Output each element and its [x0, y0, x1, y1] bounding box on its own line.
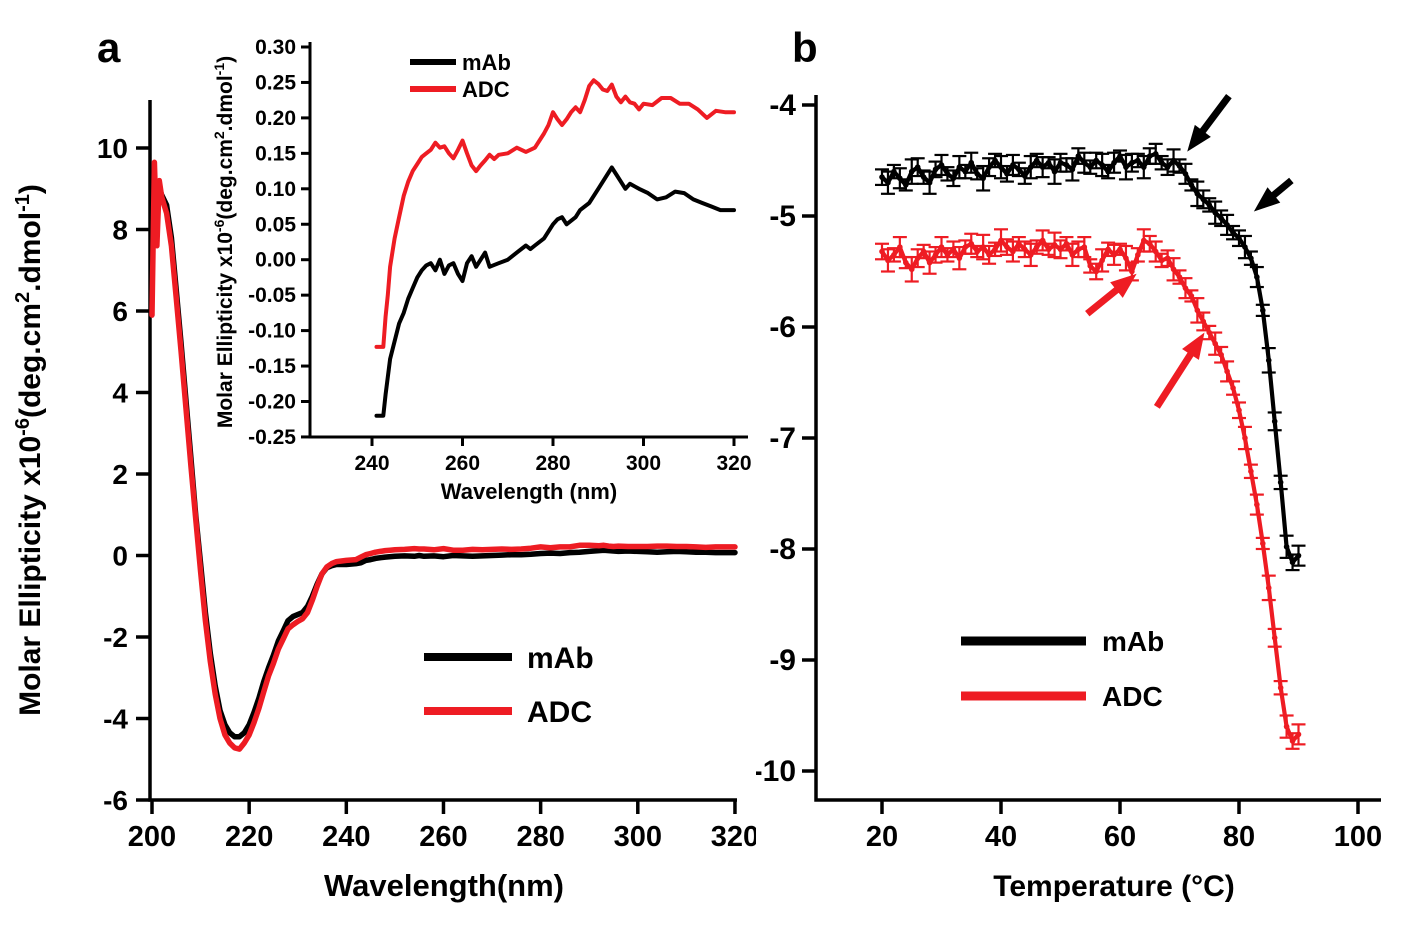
- transition-arrow-adc: [1153, 332, 1205, 409]
- panel-a-curve-adc: [149, 159, 738, 752]
- panel-b-ytick-label: -8: [769, 533, 796, 566]
- inset-xtick-label: 280: [535, 452, 570, 475]
- panel-a-ytick-label: 0: [112, 541, 128, 572]
- panel-b-line-mab: [879, 151, 1301, 565]
- panel-b-axes: -4 -5 -6 -7 -8 -9 -10 20 40 60 80 100: [756, 89, 1382, 853]
- panel-b-xtick-label: 80: [1223, 821, 1255, 853]
- inset-xtick-label: 300: [626, 452, 661, 475]
- legend-label-adc: ADC: [527, 696, 592, 729]
- panel-b-line-adc: [879, 238, 1301, 744]
- transition-arrow-adc: [1085, 273, 1137, 317]
- panel-a-ytick-label: 2: [112, 459, 128, 490]
- panel-a-ytick-label: -4: [103, 704, 128, 735]
- transition-arrow-mab: [1187, 94, 1232, 152]
- panel-a-ytick-label: -2: [103, 622, 128, 653]
- panel-b-series: [875, 142, 1306, 750]
- inset-ytick-label: 0.30: [255, 36, 296, 59]
- inset-ytick-label: -0.25: [248, 426, 296, 449]
- panel-b-xtick-label: 40: [985, 821, 1017, 853]
- panel-a-series: [149, 159, 738, 752]
- panel-a-ytick-label: 6: [112, 296, 128, 327]
- transition-arrow-mab: [1253, 177, 1294, 212]
- panel-b-xaxis-title: Temperature (°C): [993, 870, 1234, 903]
- legend-label-mab: mAb: [527, 642, 594, 675]
- panel-a-xtick-label: 300: [614, 821, 662, 853]
- panel-b-transition-arrows: [1085, 94, 1294, 409]
- panel-b-thermal-melt: -4 -5 -6 -7 -8 -9 -10 20 40 60 80 100 b Temperature…: [756, 24, 1382, 903]
- panel-b-xtick-label: 60: [1104, 821, 1136, 853]
- panel-b-legend-label-mab: mAb: [1102, 626, 1164, 657]
- panel-b-ytick-label: -5: [769, 200, 796, 233]
- panel-b-spines: [814, 95, 1381, 802]
- inset-legend-label-mab: mAb: [462, 50, 511, 75]
- panel-b-legend: mAb ADC: [961, 626, 1164, 712]
- panel-a-ytick-label: -6: [103, 785, 128, 816]
- inset-ytick-label: -0.10: [248, 320, 296, 343]
- inset-ytick-label: 0.20: [255, 107, 296, 130]
- panel-a-ytick-label: 4: [112, 378, 128, 409]
- panel-a-xtick-label: 220: [225, 821, 273, 853]
- panel-a-xtick-label: 240: [322, 821, 370, 853]
- panel-a-letter: a: [97, 24, 121, 71]
- inset-curve-mab: [374, 165, 736, 418]
- inset-ytick-label: 0.10: [255, 178, 296, 201]
- inset-yaxis-title: Molar Ellipticity x10-6(deg.cm2.dmol-1): [211, 56, 237, 428]
- inset-legend: mAb ADC: [410, 50, 511, 102]
- inset-ytick-label: -0.20: [248, 391, 296, 414]
- panel-b-xtick-label: 100: [1334, 821, 1382, 853]
- panel-a-xtick-label: 280: [516, 821, 564, 853]
- panel-a-inset-plot: 0.30 0.25 0.20 0.15 0.10 0.05 0.00 -0.05 -0.10 -0…: [211, 36, 752, 475]
- panel-b-ytick-label: -9: [769, 644, 796, 677]
- inset-spines: [308, 42, 748, 439]
- panel-b-curve-adc: [875, 228, 1306, 750]
- panel-a-ytick-label: 8: [112, 215, 128, 246]
- panel-b-ytick-label: -7: [769, 422, 796, 455]
- panel-b-ytick-label: -4: [769, 89, 796, 122]
- panel-a-axes: -6 -4 -2 0 2 4 6 8 10 200 220 240 260 280 300 320 Molar …: [12, 100, 756, 853]
- inset-xtick-label: 260: [445, 452, 480, 475]
- panel-a-legend: mAb ADC: [424, 642, 594, 729]
- panel-a-xaxis-title: Wavelength(nm): [324, 868, 564, 903]
- inset-legend-label-adc: ADC: [462, 77, 510, 102]
- panel-b-ytick-label: -6: [769, 311, 796, 344]
- inset-xtick-label: 320: [716, 452, 751, 475]
- inset-ytick-label: -0.05: [248, 284, 296, 307]
- panel-b-letter: b: [792, 24, 818, 71]
- inset-ytick-label: 0.00: [255, 249, 296, 272]
- panel-a-xtick-label: 200: [128, 821, 176, 853]
- panel-a-spines: [148, 100, 737, 802]
- panel-a-cd-spectrum: -6 -4 -2 0 2 4 6 8 10 200 220 240 260 280 300 320 Molar …: [12, 24, 756, 903]
- panel-a-yaxis-title: Molar Ellipticity x10-6(deg.cm2.dmol-1): [12, 184, 47, 716]
- panel-a-ytick-label: 10: [97, 133, 128, 164]
- panel-b-legend-label-adc: ADC: [1102, 681, 1163, 712]
- inset-ytick-label: 0.15: [255, 142, 296, 165]
- inset-xtick-label: 240: [354, 452, 389, 475]
- panel-b-xtick-label: 20: [866, 821, 898, 853]
- panel-a-xtick-label: 260: [419, 821, 467, 853]
- inset-ytick-label: 0.25: [255, 71, 296, 94]
- inset-curve-adc: [374, 78, 736, 349]
- inset-ytick-label: 0.05: [255, 213, 296, 236]
- inset-xaxis-title: Wavelength (nm): [441, 479, 617, 504]
- panel-b-ytick-label: -10: [756, 755, 796, 788]
- panel-b-curve-mab: [875, 142, 1306, 572]
- panel-a-xtick-label: 320: [711, 821, 756, 853]
- inset-ytick-label: -0.15: [248, 355, 296, 378]
